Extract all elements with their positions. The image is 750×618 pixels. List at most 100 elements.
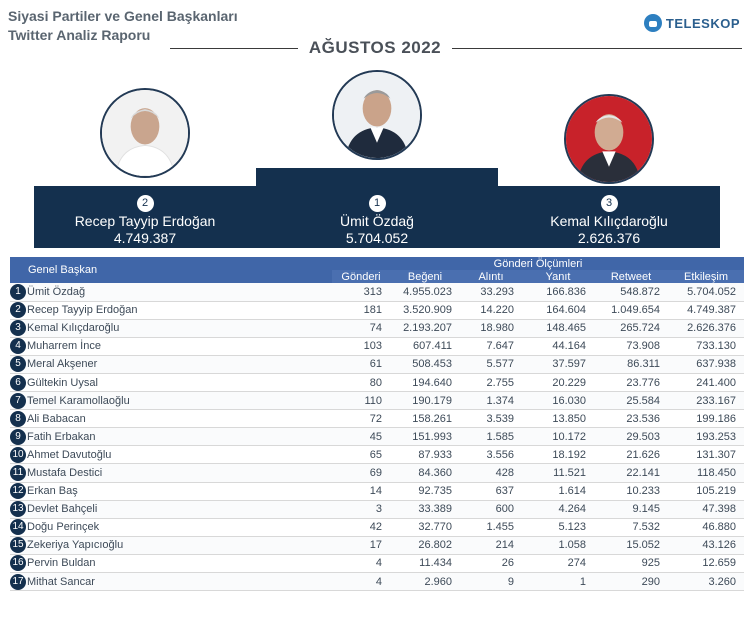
metric-cell: 2.193.207 — [390, 319, 460, 338]
rank-badge: 9 — [10, 428, 26, 445]
portrait-rank-3-image — [566, 96, 652, 182]
report-title-line1: Siyasi Partiler ve Genel Başkanları — [8, 8, 238, 24]
rank-badge: 16 — [10, 555, 26, 572]
metric-cell: 23.776 — [594, 373, 668, 393]
metric-cell: 103 — [332, 337, 390, 356]
metric-cell: 164.604 — [522, 301, 594, 320]
leader-cell: 11 Mustafa Destici — [10, 463, 332, 483]
metric-cell: 26.802 — [390, 536, 460, 555]
leader-cell: 17 Mithat Sancar — [10, 572, 332, 592]
metric-cell: 23.536 — [594, 409, 668, 429]
metric-cell: 11.521 — [522, 463, 594, 483]
metric-cell: 214 — [460, 536, 522, 555]
leader-name: Mustafa Destici — [27, 466, 103, 479]
metric-cell: 4.955.023 — [390, 283, 460, 302]
table-row: 9 Fatih Erbakan 45 151.993 1.585 10.172 29.503… — [10, 427, 744, 447]
metric-cell: 1.049.654 — [594, 301, 668, 320]
column-header-engagement: Etkileşim — [668, 270, 744, 283]
metric-cell: 86.311 — [594, 355, 668, 374]
metric-cell: 26 — [460, 554, 522, 574]
leader-name: Mithat Sancar — [27, 575, 95, 588]
rank-badge: 4 — [10, 338, 26, 355]
brand-name: TELESKOP — [665, 15, 740, 31]
leader-name: Temel Karamollaoğlu — [27, 394, 130, 407]
rank-badge: 12 — [10, 483, 26, 500]
report-title: Siyasi Partiler ve Genel Başkanları Twit… — [8, 7, 238, 45]
metric-cell: 131.307 — [668, 445, 744, 465]
leader-name: Fatih Erbakan — [27, 430, 96, 443]
metric-cell: 16.030 — [522, 391, 594, 411]
podium-name: Ümit Özdağ — [340, 213, 414, 229]
metric-cell: 1.614 — [522, 482, 594, 501]
column-header-retweets: Retweet — [594, 270, 668, 283]
metric-cell: 1.455 — [460, 518, 522, 537]
metric-cell: 3.260 — [668, 572, 744, 592]
leader-name: Ali Babacan — [27, 412, 86, 425]
column-header-posts: Gönderi — [332, 270, 390, 283]
metric-cell: 9 — [460, 572, 522, 592]
metric-cell: 241.400 — [668, 373, 744, 393]
metric-cell: 21.626 — [594, 445, 668, 465]
leader-name: Ümit Özdağ — [27, 285, 86, 298]
metric-cell: 14 — [332, 482, 390, 501]
metric-cell: 15.052 — [594, 536, 668, 555]
metric-cell: 166.836 — [522, 283, 594, 302]
rank-badge: 17 — [10, 573, 26, 590]
column-group-header: Gönderi Ölçümleri — [332, 257, 744, 270]
metric-cell: 74 — [332, 319, 390, 338]
table-row: 6 Gültekin Uysal 80 194.640 2.755 20.229 23.77… — [10, 373, 744, 393]
metric-cell: 43.126 — [668, 536, 744, 555]
leader-cell: 6 Gültekin Uysal — [10, 373, 332, 393]
leader-cell: 7 Temel Karamollaoğlu — [10, 391, 332, 411]
metric-cell: 5.704.052 — [668, 283, 744, 302]
metric-cell: 33.293 — [460, 283, 522, 302]
metric-cell: 637.938 — [668, 355, 744, 374]
leader-name: Doğu Perinçek — [27, 521, 100, 534]
table-row: 4 Muharrem İnce 103 607.411 7.647 44.164 73.90… — [10, 337, 744, 356]
rank-badge: 5 — [10, 356, 26, 373]
metric-cell: 181 — [332, 301, 390, 320]
metric-cell: 151.993 — [390, 427, 460, 447]
metric-cell: 733.130 — [668, 337, 744, 356]
leader-cell: 8 Ali Babacan — [10, 409, 332, 429]
metric-cell: 199.186 — [668, 409, 744, 429]
leader-name: Muharrem İnce — [27, 340, 101, 353]
metric-cell: 61 — [332, 355, 390, 374]
leader-cell: 2 Recep Tayyip Erdoğan — [10, 301, 332, 320]
metric-cell: 3.539 — [460, 409, 522, 429]
leader-name: Erkan Baş — [27, 485, 78, 498]
leader-cell: 3 Kemal Kılıçdaroğlu — [10, 319, 332, 338]
table-row: 17 Mithat Sancar 4 2.960 9 1 290 3.260 — [10, 572, 744, 592]
metric-cell: 290 — [594, 572, 668, 592]
metric-cell: 33.389 — [390, 500, 460, 519]
metric-cell: 22.141 — [594, 463, 668, 483]
metric-cell: 4 — [332, 554, 390, 574]
podium-name: Recep Tayyip Erdoğan — [74, 213, 216, 229]
metric-cell: 69 — [332, 463, 390, 483]
podium-entry-3: 3 Kemal Kılıçdaroğlu 2.626.376 — [498, 193, 720, 246]
metric-cell: 18.192 — [522, 445, 594, 465]
table-row: 10 Ahmet Davutoğlu 65 87.933 3.556 18.192 21.6… — [10, 445, 744, 465]
column-header-quotes: Alıntı — [460, 270, 522, 283]
portrait-rank-1 — [332, 70, 422, 160]
metric-cell: 607.411 — [390, 337, 460, 356]
ranking-table: Genel Başkan Gönderi Ölçümleri Gönderi B… — [10, 257, 744, 592]
leader-name: Zekeriya Yapıcıoğlu — [27, 539, 124, 552]
metric-cell: 105.219 — [668, 482, 744, 501]
metric-cell: 3.520.909 — [390, 301, 460, 320]
month-divider-right — [452, 48, 742, 49]
leader-name: Ahmet Davutoğlu — [27, 448, 112, 461]
leader-cell: 16 Pervin Buldan — [10, 554, 332, 574]
report-month: AĞUSTOS 2022 — [308, 38, 442, 57]
metric-cell: 7.532 — [594, 518, 668, 537]
rank-badge: 1 — [10, 283, 26, 300]
metric-cell: 925 — [594, 554, 668, 574]
rank-badge: 11 — [10, 464, 26, 481]
leader-name: Pervin Buldan — [27, 557, 96, 570]
metric-cell: 1 — [522, 572, 594, 592]
metric-cell: 158.261 — [390, 409, 460, 429]
rank-badge: 6 — [10, 374, 26, 391]
rank-badge: 10 — [10, 446, 26, 463]
metric-cell: 2.960 — [390, 572, 460, 592]
leader-name: Devlet Bahçeli — [27, 503, 98, 516]
